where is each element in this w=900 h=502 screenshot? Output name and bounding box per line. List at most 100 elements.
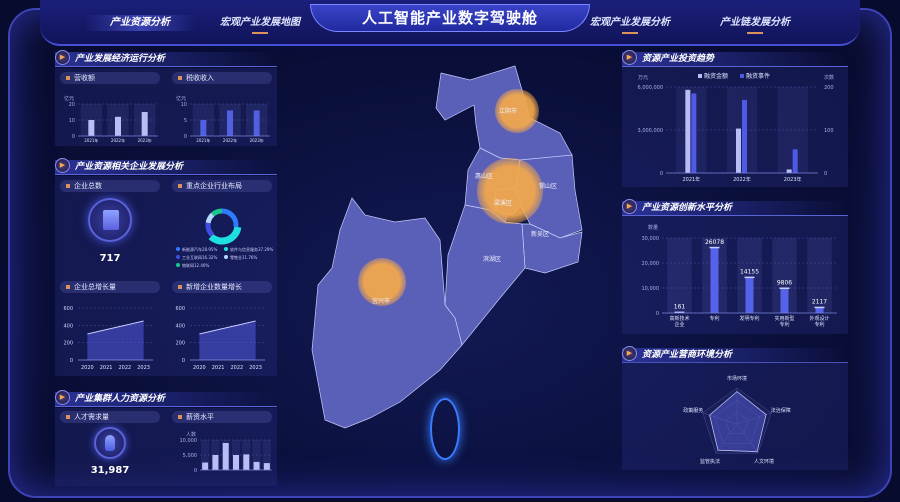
innovation-panel (622, 216, 848, 334)
bar-background (262, 440, 271, 470)
x-tick-label: 2022年 (223, 137, 237, 143)
x-tick-label: 2020 (193, 365, 206, 371)
legend-swatch (698, 74, 702, 78)
bar (745, 277, 754, 313)
bubble-liangxi[interactable] (477, 158, 543, 224)
legend-item: 软件与信息服务37.29% (224, 247, 273, 253)
bubble-jiangyin[interactable] (495, 89, 539, 133)
y-tick-label: 200 (63, 341, 73, 347)
y-tick-label: 600 (63, 306, 73, 312)
y-tick-label: 10,000 (180, 438, 198, 444)
y-tick-label: 0 (656, 311, 659, 317)
bar (691, 93, 697, 173)
x-tick-label: 2023年 (250, 137, 264, 143)
region-map[interactable]: 江阴市 惠山区 锡山区 梁溪区 新吴区 滨湖区 宜兴市 (300, 60, 600, 440)
y-axis-label: 亿元 (176, 95, 186, 102)
bar-cap (674, 311, 685, 314)
district-yixing[interactable] (311, 197, 463, 429)
bar (685, 89, 691, 173)
x-tick-label: 2020 (81, 365, 94, 371)
legend-label: 工业互联网16.32% (182, 255, 218, 260)
bubble-yixing[interactable] (358, 258, 406, 306)
y-axis-label: 亿元 (64, 95, 74, 102)
bar (815, 307, 824, 313)
x-tick-label: 专利 (814, 321, 824, 328)
x-tick-label: 专利 (779, 321, 789, 328)
x-tick-label: 2022年 (733, 176, 751, 183)
bar (786, 169, 792, 173)
bar (742, 99, 747, 173)
tax-subheader: 税收收入 (172, 72, 272, 84)
growth-subheader: 企业总增长量 (60, 281, 160, 293)
tab-macro-map[interactable]: 宏观产业发展地图 (210, 15, 310, 34)
y-tick-label: 0 (72, 134, 75, 140)
x-tick-label: 2022 (119, 365, 132, 371)
y-tick-label-right: 100 (824, 128, 834, 134)
industry-donut-chart (205, 208, 242, 245)
map-label: 滨湖区 (483, 255, 501, 263)
map-label: 梁溪区 (494, 199, 512, 207)
x-tick-label: 2023 (249, 365, 262, 371)
section-title: 资源产业投资趋势 (642, 54, 715, 64)
legend-item: 零售业11.76% (224, 255, 257, 261)
hologram-ring-decoration (430, 398, 460, 460)
data-label: 26078 (705, 239, 724, 246)
tab-macro-analysis[interactable]: 宏观产业发展分析 (580, 15, 680, 34)
y-axis-label-left: 万元 (638, 75, 648, 81)
donut-slice (210, 208, 223, 217)
talent-subheader: 人才需求量 (60, 411, 160, 423)
bar (227, 110, 233, 136)
play-icon: ▶ (622, 199, 637, 214)
donut-slice (221, 208, 239, 228)
bar (253, 110, 260, 136)
area-fill (87, 321, 144, 360)
y-tick-label: 200 (175, 341, 185, 347)
data-label: 161 (674, 304, 686, 311)
y-tick-label: 10 (69, 118, 75, 124)
legend-label: 融资金额 (704, 72, 728, 80)
x-tick-label: 实用新型 (774, 315, 794, 322)
bar (780, 288, 789, 313)
total-subheader: 企业总数 (60, 180, 160, 192)
building-icon (88, 198, 132, 242)
bar-cap (744, 276, 755, 279)
area-line (87, 320, 144, 335)
layout-subheader: 重点企业行业布局 (172, 180, 272, 192)
y-tick-label: 20 (69, 102, 75, 108)
bar-cap (709, 246, 720, 249)
legend-label: 软件与信息服务37.29% (230, 247, 274, 252)
y-tick-label-right: 0 (824, 171, 827, 177)
radar-indicator-label: 法治保障 (771, 407, 791, 414)
tab-chain-analysis[interactable]: 产业链发展分析 (710, 15, 800, 34)
x-tick-label: 2022年 (111, 137, 125, 143)
district-xinwu[interactable] (521, 223, 583, 274)
section-header-innovation: ▶ 产业资源创新水平分析 (622, 199, 848, 216)
play-icon: ▶ (55, 158, 70, 173)
legend-item: 工业互联网16.32% (176, 255, 217, 261)
tab-resource-analysis[interactable]: 产业资源分析 (85, 15, 195, 31)
y-tick-label-left: 6,000,000 (638, 85, 663, 91)
bar-background (201, 440, 210, 470)
y-tick-label: 10 (181, 102, 187, 108)
tab-label: 宏观产业发展地图 (220, 17, 300, 28)
legend-label: 物联网12.40% (182, 263, 210, 268)
data-label: 14155 (740, 269, 759, 276)
y-tick-label: 0 (184, 134, 187, 140)
section-title: 产业资源相关企业发展分析 (75, 162, 184, 172)
tab-label: 产业资源分析 (110, 17, 170, 28)
x-tick-label: 企业 (674, 321, 684, 328)
y-tick-label-left: 3,000,000 (638, 128, 663, 134)
radar-indicator-label: 市场环境 (727, 375, 747, 382)
x-tick-label: 高新技术 (669, 315, 689, 322)
bar (233, 455, 239, 470)
salary-subheader: 薪资水平 (172, 411, 272, 423)
radar-area (709, 391, 767, 453)
donut-slice (205, 222, 215, 237)
district-binhu[interactable] (444, 204, 526, 346)
section-header-environment: ▶ 资源产业营商环境分析 (622, 346, 848, 363)
bar-background (777, 87, 808, 173)
bar (202, 462, 209, 470)
